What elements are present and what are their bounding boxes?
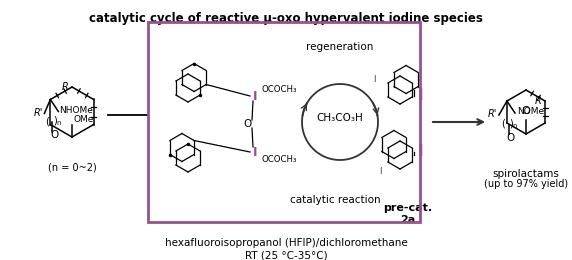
Text: O: O: [522, 106, 530, 116]
Text: hexafluoroisopropanol (HFIP)/dichloromethane: hexafluoroisopropanol (HFIP)/dichloromet…: [165, 238, 407, 248]
Text: I: I: [253, 89, 257, 102]
Text: 2a: 2a: [400, 215, 416, 225]
Text: |: |: [379, 166, 381, 173]
Text: O: O: [50, 131, 58, 140]
Text: regeneration: regeneration: [307, 42, 374, 52]
Text: (n = 0~2): (n = 0~2): [47, 162, 96, 172]
Text: NOMe: NOMe: [517, 107, 544, 116]
Text: R: R: [534, 96, 541, 106]
Text: |: |: [373, 75, 375, 81]
Text: catalytic reaction: catalytic reaction: [289, 195, 380, 205]
Text: pre-cat.: pre-cat.: [383, 203, 432, 213]
Text: R: R: [61, 82, 68, 92]
Text: RT (25 °C-35°C): RT (25 °C-35°C): [245, 250, 327, 260]
Text: R': R': [487, 109, 497, 119]
Text: catalytic cycle of reactive μ-oxo hypervalent iodine species: catalytic cycle of reactive μ-oxo hyperv…: [89, 12, 483, 25]
Text: I: I: [417, 145, 423, 159]
Text: $\mathregular{(}$: $\mathregular{(}$: [45, 115, 50, 128]
Text: O: O: [244, 119, 252, 129]
Text: $\mathregular{(}$: $\mathregular{(}$: [502, 118, 506, 131]
Text: (up to 97% yield): (up to 97% yield): [484, 179, 568, 189]
Text: R': R': [34, 107, 43, 118]
Text: CH₃CO₃H: CH₃CO₃H: [317, 113, 363, 123]
Text: $\mathregular{)_n}$: $\mathregular{)_n}$: [53, 115, 62, 128]
Bar: [148, 22, 420, 222]
Text: OCOCH₃: OCOCH₃: [262, 154, 297, 164]
Text: OCOCH₃: OCOCH₃: [262, 84, 297, 94]
Text: OMe: OMe: [73, 115, 93, 124]
Text: NHOMe: NHOMe: [59, 106, 93, 115]
Text: spirolactams: spirolactams: [492, 169, 559, 179]
Text: I: I: [417, 88, 423, 103]
Text: $\mathregular{)_n}$: $\mathregular{)_n}$: [509, 117, 519, 131]
Text: O: O: [507, 133, 515, 143]
Text: I: I: [253, 146, 257, 159]
